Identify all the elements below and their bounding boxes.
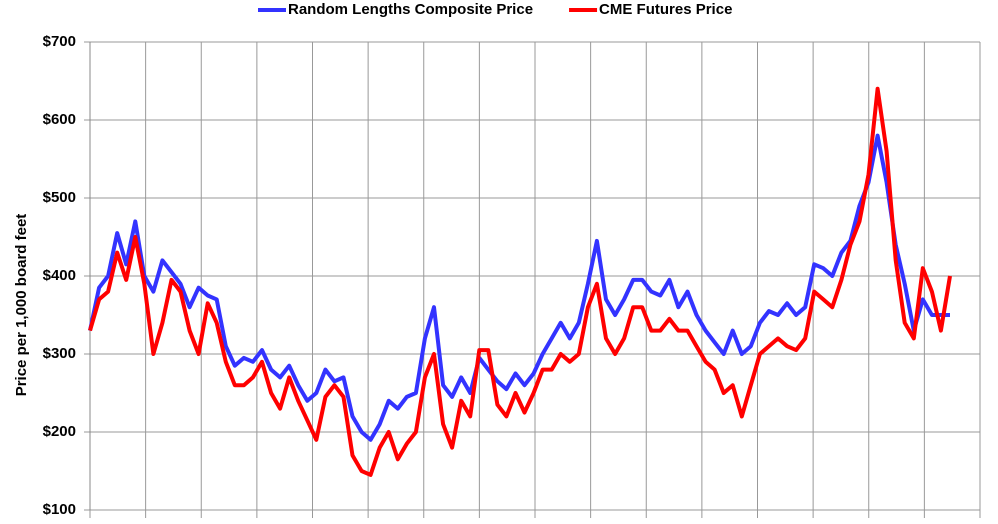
y-axis-label: Price per 1,000 board feet: [13, 214, 30, 397]
y-tick-label: $300: [43, 345, 76, 362]
legend-label: Random Lengths Composite Price: [288, 1, 533, 18]
y-tick-label: $600: [43, 111, 76, 128]
legend-label: CME Futures Price: [599, 1, 732, 18]
series-line: [88, 86, 952, 477]
y-tick-label: $100: [43, 501, 76, 518]
y-tick-label: $500: [43, 189, 76, 206]
y-tick-label: $400: [43, 267, 76, 284]
y-tick-label: $700: [43, 33, 76, 50]
series-line: [88, 133, 950, 442]
y-tick-label: $200: [43, 423, 76, 440]
